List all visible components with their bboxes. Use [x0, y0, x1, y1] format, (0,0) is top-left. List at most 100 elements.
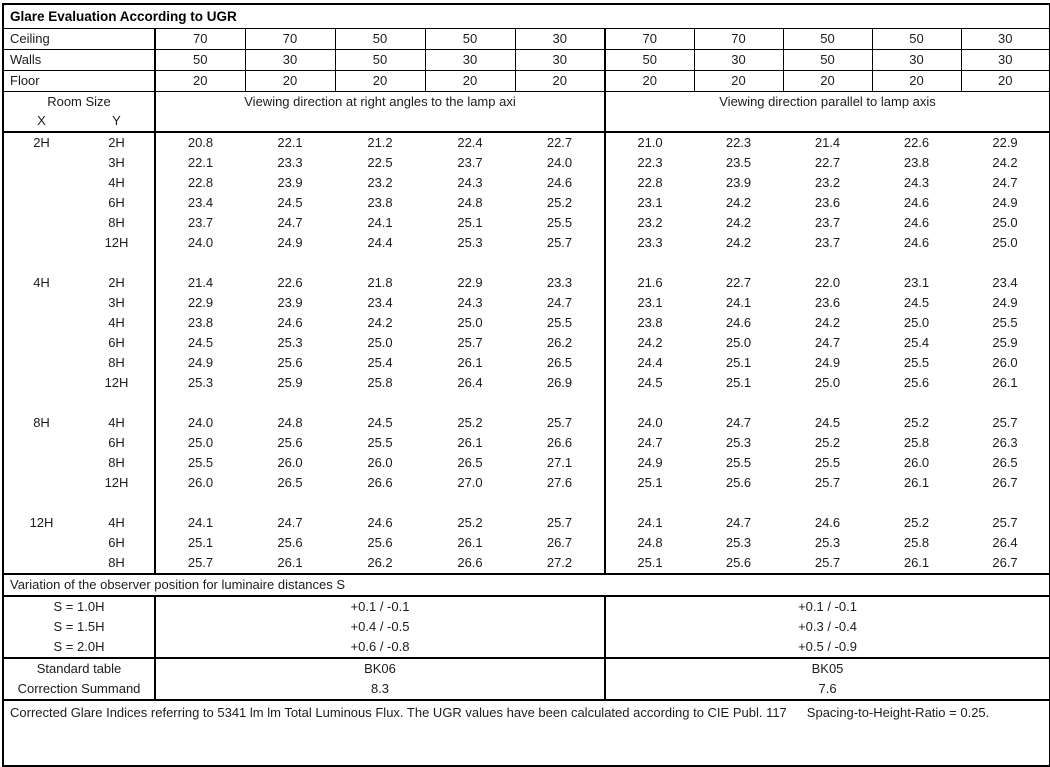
ugr-value-cell: 27.0: [457, 475, 483, 490]
ugr-value-cell: 27.1: [515, 453, 606, 473]
ugr-value-cell: 24.6: [903, 195, 930, 210]
ugr-value-cell: 25.6: [277, 355, 303, 370]
ugr-value-cell: 25.5: [725, 455, 752, 470]
ugr-value-cell: 24.7: [814, 335, 841, 350]
ugr-value-cell: 24.7: [277, 515, 303, 530]
ugr-value-cell: 23.8: [637, 315, 663, 330]
ugr-value-cell: 24.5: [367, 415, 393, 430]
ugr-value-cell: 23.7: [814, 235, 841, 250]
ugr-value-cell: 22.9: [992, 135, 1018, 150]
ugr-value-cell: 26.7: [992, 555, 1018, 570]
room-y-cell: 8H: [79, 453, 156, 473]
spacer-cell: [3, 393, 79, 413]
spacer-cell: [155, 493, 606, 513]
surface-value-cell: 30: [424, 49, 516, 71]
ugr-value-cell: 22.5: [367, 155, 393, 170]
ugr-value-cell: 26.1: [903, 475, 930, 490]
ugr-value-cell: 24.6: [277, 315, 303, 330]
room-x-cell: 12H: [29, 515, 54, 530]
surface-label: Walls: [2, 49, 156, 71]
block-separator-row: [3, 253, 1050, 273]
ugr-value-cell: 22.6: [903, 135, 930, 150]
ugr-table-row: 12H 26.0 26.5 26.6 27.0 27.6 25.1 25.6 25.7 26.1 2…: [3, 473, 1050, 493]
spacing-ratio-note: Spacing-to-Height-Ratio = 0.25.: [806, 705, 990, 720]
ugr-value-cell: 22.1: [277, 135, 303, 150]
ugr-value-cell: 24.2: [992, 155, 1018, 170]
ugr-value-cell: 26.0: [277, 455, 303, 470]
ugr-value-cell: 23.5: [725, 155, 752, 170]
ugr-value-cell: 23.6: [814, 295, 841, 310]
ugr-value-cell: 25.3: [725, 535, 752, 550]
surface-label: Ceiling: [2, 28, 156, 50]
ugr-value-cell: 25.3: [725, 435, 752, 450]
ugr-value-cell: 24.8: [277, 415, 303, 430]
ugr-value-cell: 22.9: [187, 295, 214, 310]
ugr-value-cell: 25.0: [725, 335, 752, 350]
room-y-cell: 12H: [79, 233, 156, 253]
ugr-value-cell: 26.4: [457, 375, 483, 390]
spacer-cell: [79, 393, 156, 413]
table-title: Glare Evaluation According to UGR: [3, 4, 1050, 29]
title-row: Glare Evaluation According to UGR: [3, 4, 1050, 29]
ugr-value-cell: 25.1: [457, 215, 483, 230]
room-y-cell: 8H: [79, 213, 156, 233]
summary-right-angles-value: 8.3: [155, 679, 606, 700]
surface-value-cell: 20: [424, 70, 516, 92]
s-distance-label: S = 1.5H: [3, 617, 156, 637]
summary-right-angles-value: BK06: [155, 657, 606, 679]
ugr-value-cell: 26.1: [992, 375, 1018, 390]
room-x-cell: [3, 193, 79, 213]
ugr-value-cell: 26.1: [457, 435, 483, 450]
ugr-value-cell: 22.8: [187, 175, 214, 190]
ugr-value-cell: 23.9: [277, 295, 303, 310]
ugr-value-cell: 24.2: [725, 235, 752, 250]
room-y-cell: 4H: [79, 313, 156, 333]
room-y-cell: 12H: [79, 473, 156, 493]
room-x-cell: [3, 233, 79, 253]
room-x-cell: 4H: [33, 275, 50, 290]
ugr-value-cell: 26.6: [515, 433, 606, 453]
ugr-value-cell: 25.7: [814, 555, 841, 570]
surface-value-cell: 70: [154, 28, 246, 50]
variation-heading: Variation of the observer position for l…: [3, 573, 1050, 597]
ugr-value-cell: 24.7: [277, 215, 303, 230]
ugr-value-cell: 26.5: [515, 353, 606, 373]
ugr-value-cell: 25.8: [903, 535, 930, 550]
ugr-value-cell: 24.2: [637, 335, 663, 350]
surface-value-cell: 30: [871, 49, 962, 71]
ugr-table-row: 4H 23.8 24.6 24.2 25.0 25.5 23.8 24.6 24.2 25.0 25…: [3, 313, 1050, 333]
surface-value-cell: 30: [693, 49, 784, 71]
ugr-value-cell: 25.2: [457, 415, 483, 430]
ugr-value-cell: 23.9: [725, 175, 752, 190]
room-x-cell: [3, 353, 79, 373]
ugr-value-cell: 25.0: [367, 335, 393, 350]
ugr-value-cell: 23.8: [187, 315, 214, 330]
ugr-value-cell: 27.2: [515, 553, 606, 574]
ugr-value-cell: 25.7: [457, 335, 483, 350]
ugr-value-cell: 25.3: [457, 235, 483, 250]
ugr-value-cell: 24.7: [992, 175, 1018, 190]
ugr-value-cell: 25.3: [187, 375, 214, 390]
ugr-value-cell: 25.4: [903, 335, 930, 350]
ugr-value-cell: 26.5: [992, 455, 1018, 470]
surface-value-cell: 50: [871, 28, 962, 50]
surface-value-cell: 20: [244, 70, 336, 92]
ugr-value-cell: 23.4: [367, 295, 393, 310]
ugr-value-cell: 22.6: [277, 275, 303, 290]
ugr-table-row: 6H 25.1 25.6 25.6 26.1 26.7 24.8 25.3 25.3 25.8 26…: [3, 533, 1050, 553]
ugr-table-row: 6H 25.0 25.6 25.5 26.1 26.6 24.7 25.3 25.2 25.8 26…: [3, 433, 1050, 453]
variation-parallel-value: +0.5 / -0.9: [798, 639, 857, 654]
ugr-value-cell: 23.1: [637, 195, 663, 210]
surface-value-cell: 30: [514, 28, 606, 50]
summary-row: Correction Summand 8.3 7.6: [3, 679, 1050, 700]
ugr-value-cell: 24.1: [725, 295, 752, 310]
surface-row-walls: Walls 50 30 50 30 30 50 30 50 30 30: [2, 49, 1050, 71]
ugr-value-cell: 22.7: [515, 132, 606, 153]
variation-parallel-value: +0.1 / -0.1: [798, 599, 857, 614]
surface-row-floor: Floor 20 20 20 20 20 20 20 20 20 20: [2, 70, 1050, 92]
ugr-value-cell: 25.5: [515, 313, 606, 333]
ugr-value-cell: 21.6: [637, 275, 663, 290]
room-x-cell: [3, 173, 79, 193]
surface-value-cell: 20: [334, 70, 426, 92]
ugr-value-cell: 24.3: [457, 295, 483, 310]
